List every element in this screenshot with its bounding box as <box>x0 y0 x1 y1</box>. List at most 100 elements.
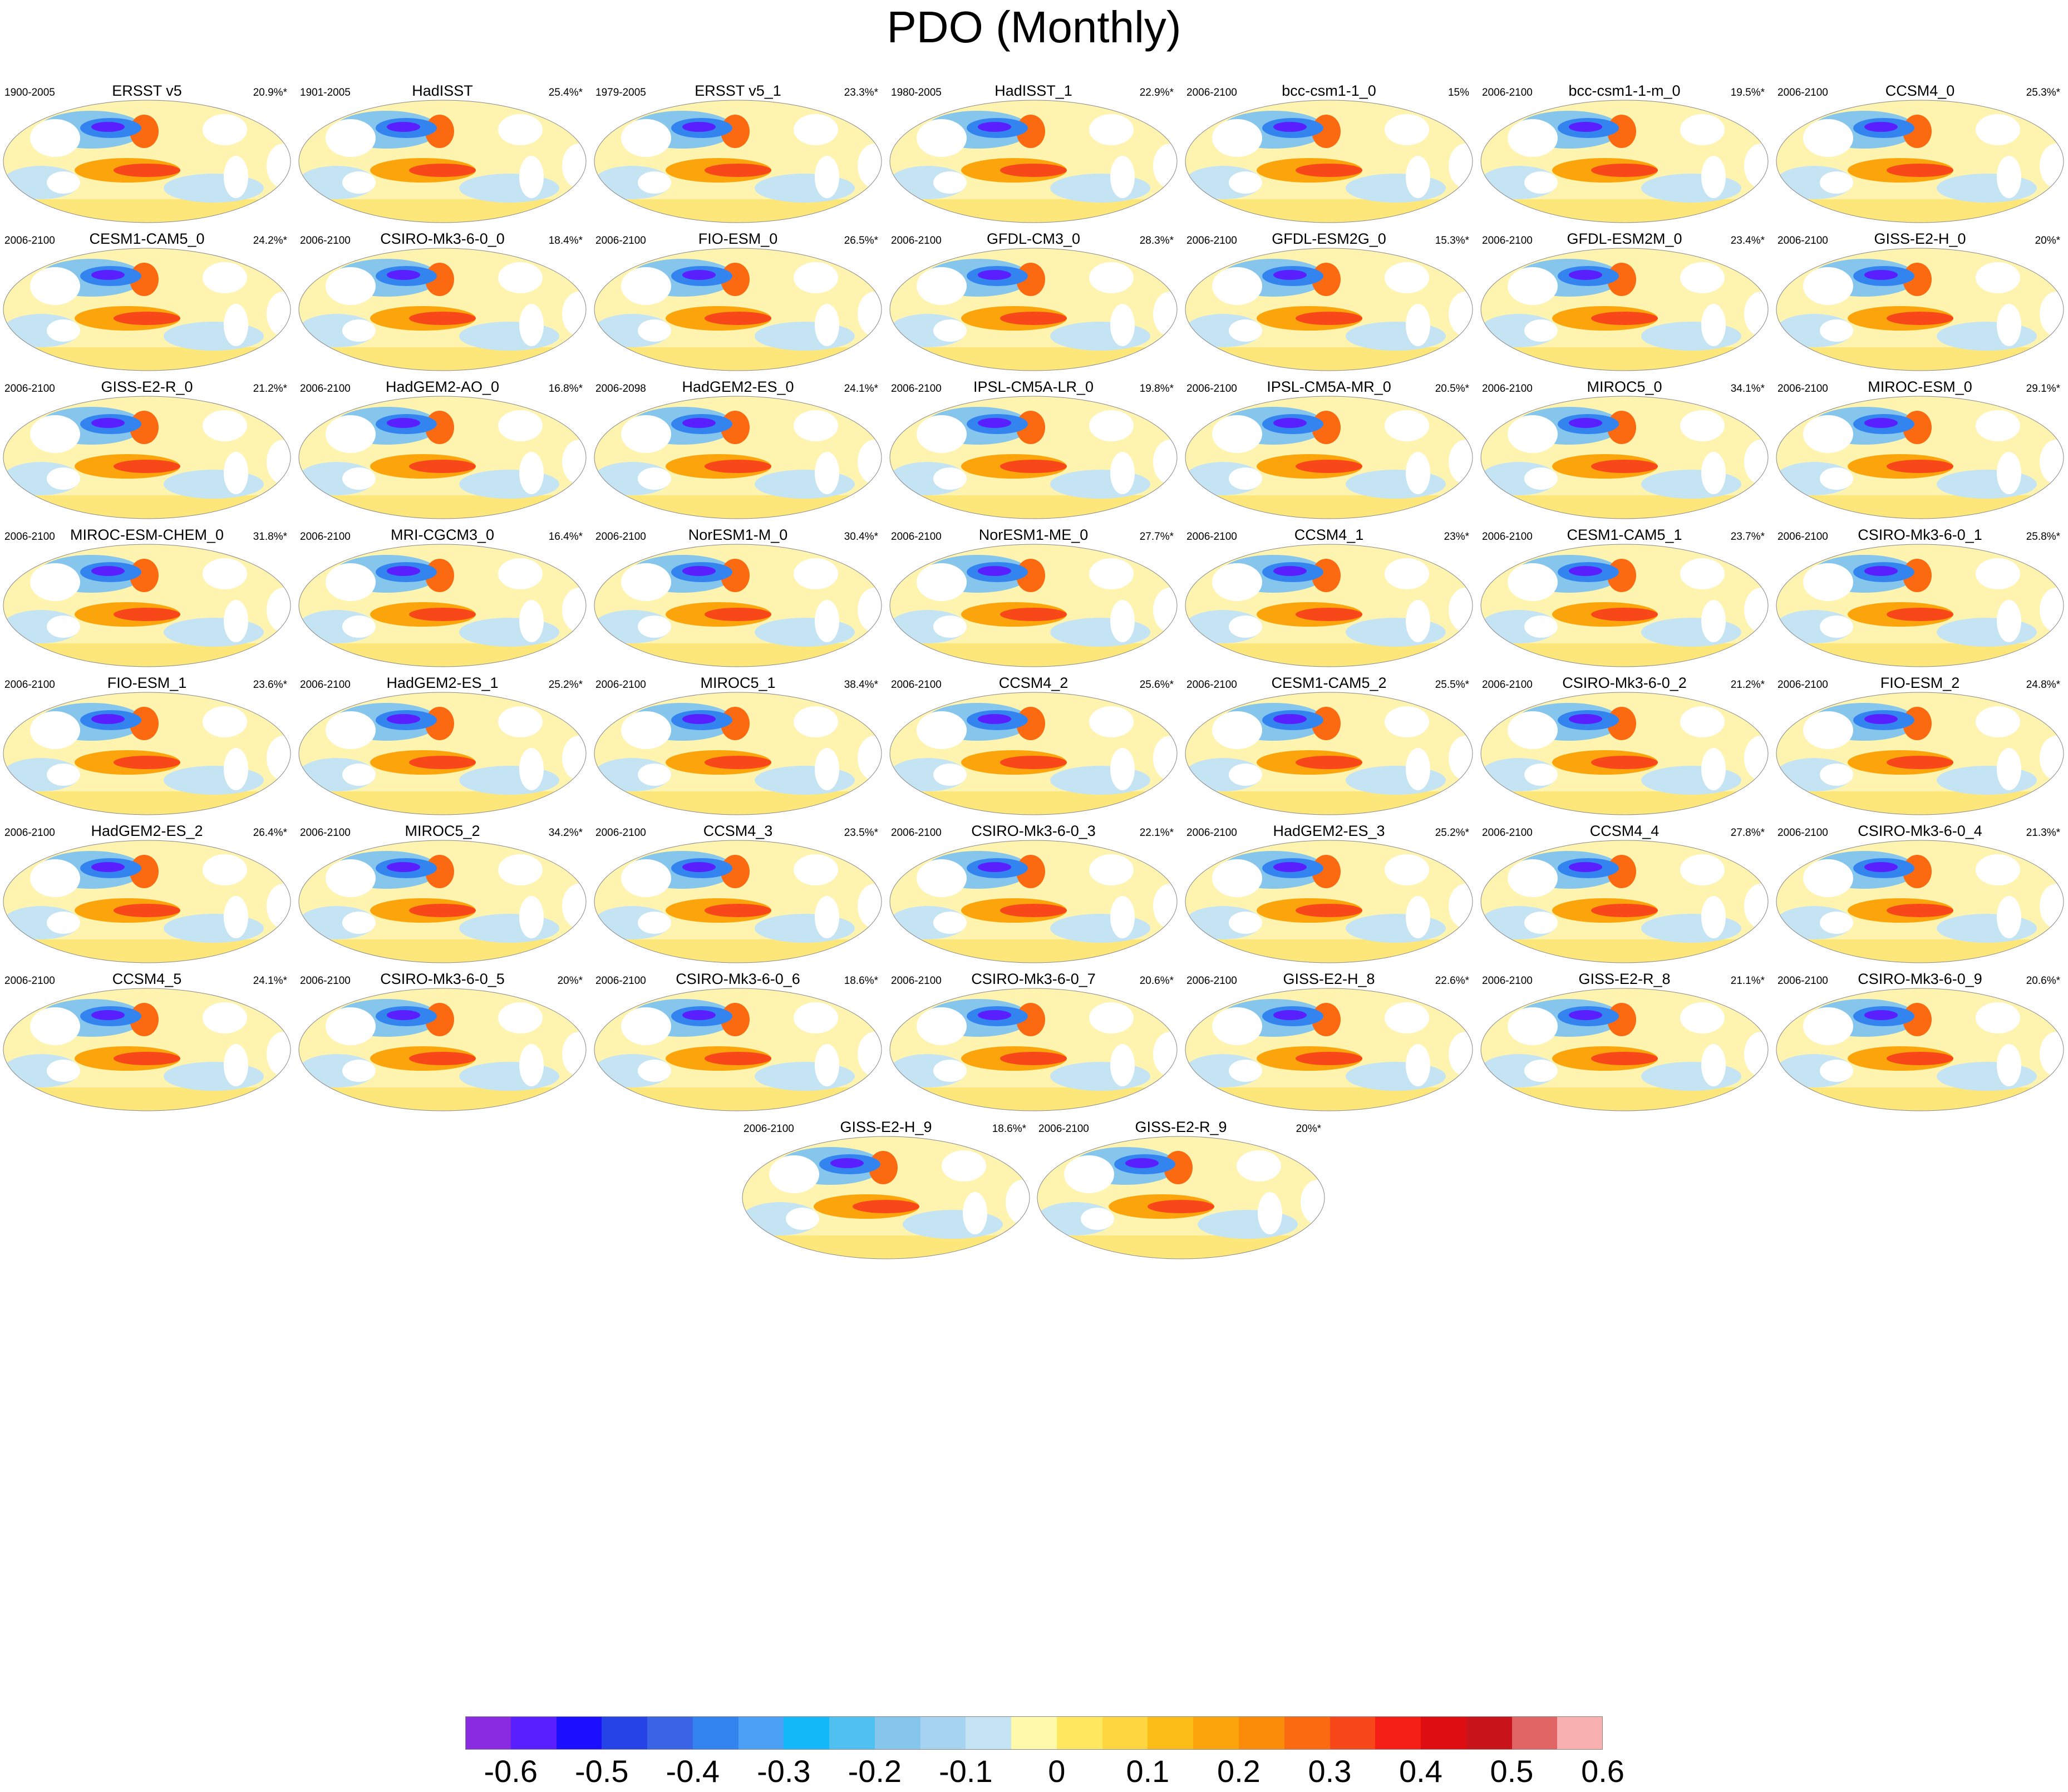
colorbar <box>465 1716 1603 1750</box>
pdo-pattern-map <box>298 396 587 519</box>
colorbar-swatch <box>1466 1716 1512 1750</box>
panel-title: IPSL-CM5A-MR_0 <box>1267 378 1391 395</box>
panel-period: 1900-2005 <box>4 87 55 99</box>
panel-title: CESM1-CAM5_2 <box>1271 675 1387 691</box>
panel-variance-percent: 21.1%* <box>1730 975 1765 987</box>
panel-variance-percent: 23%* <box>1444 531 1469 543</box>
map-panel: GFDL-ESM2G_0 2006-2100 15.3%* <box>1184 230 1474 372</box>
panel-variance-percent: 18.4%* <box>548 235 583 247</box>
panel-variance-percent: 24.1%* <box>844 383 878 395</box>
pdo-pattern-map <box>1037 1136 1325 1259</box>
panel-title: MIROC5_2 <box>405 823 480 839</box>
map-panel: CSIRO-Mk3-6-0_3 2006-2100 22.1%* <box>889 823 1178 964</box>
panel-variance-percent: 28.3%* <box>1139 235 1174 247</box>
panel-variance-percent: 26.5%* <box>844 235 878 247</box>
pdo-pattern-map <box>298 100 587 223</box>
panel-period: 2006-2100 <box>595 531 646 543</box>
panel-period: 2006-2100 <box>300 531 351 543</box>
pdo-pattern-map <box>3 100 291 223</box>
panel-variance-percent: 22.1%* <box>1139 827 1174 839</box>
panel-title: GFDL-ESM2G_0 <box>1272 230 1386 247</box>
map-panel: GFDL-ESM2M_0 2006-2100 23.4%* <box>1480 230 1769 372</box>
pdo-pattern-map <box>1480 248 1769 371</box>
colorbar-swatch <box>1284 1716 1330 1750</box>
map-panel: FIO-ESM_1 2006-2100 23.6%* <box>2 675 292 816</box>
panel-title: MIROC5_1 <box>700 675 776 691</box>
panel-variance-percent: 15% <box>1447 87 1469 99</box>
map-panel: GISS-E2-H_0 2006-2100 20%* <box>1775 230 2065 372</box>
panel-variance-percent: 34.1%* <box>1730 383 1765 395</box>
panel-title: CCSM4_5 <box>112 971 182 987</box>
pdo-pattern-map <box>3 396 291 519</box>
colorbar-tick-label: 0.6 <box>1581 1754 1624 1789</box>
panel-period: 2006-2100 <box>1778 383 1828 395</box>
panel-variance-percent: 16.4%* <box>548 531 583 543</box>
map-panel: CCSM4_3 2006-2100 23.5%* <box>593 823 883 964</box>
panel-period: 2006-2100 <box>891 531 942 543</box>
colorbar-swatch <box>1011 1716 1057 1750</box>
pdo-pattern-map <box>1185 692 1473 815</box>
map-panel: HadISST 1901-2005 25.4%* <box>298 82 587 224</box>
map-panel: GISS-E2-R_8 2006-2100 21.1%* <box>1480 971 1769 1112</box>
panel-period: 2006-2100 <box>1778 235 1828 247</box>
map-panel: CCSM4_5 2006-2100 24.1%* <box>2 971 292 1112</box>
colorbar-swatch <box>1330 1716 1376 1750</box>
map-panel: CCSM4_2 2006-2100 25.6%* <box>889 675 1178 816</box>
map-panel: CCSM4_4 2006-2100 27.8%* <box>1480 823 1769 964</box>
pdo-pattern-map <box>594 100 882 223</box>
colorbar-swatch <box>1056 1716 1102 1750</box>
panel-title: MIROC5_0 <box>1587 378 1662 395</box>
pdo-pattern-map <box>889 396 1178 519</box>
pdo-pattern-map <box>3 544 291 667</box>
pdo-pattern-map <box>1185 840 1473 963</box>
panel-variance-percent: 34.2%* <box>548 827 583 839</box>
pdo-pattern-map <box>594 396 882 519</box>
colorbar-swatch <box>1375 1716 1421 1750</box>
panel-variance-percent: 25.2%* <box>1435 827 1469 839</box>
colorbar-swatch <box>465 1716 511 1750</box>
map-panel: IPSL-CM5A-LR_0 2006-2100 19.8%* <box>889 378 1178 520</box>
panel-period: 2006-2100 <box>1482 235 1533 247</box>
map-panel: CCSM4_1 2006-2100 23%* <box>1184 526 1474 668</box>
panel-title: CSIRO-Mk3-6-0_0 <box>380 230 505 247</box>
panel-variance-percent: 24.1%* <box>253 975 287 987</box>
panel-title: ERSST v5_1 <box>695 82 781 99</box>
panel-period: 2006-2098 <box>595 383 646 395</box>
panel-variance-percent: 26.4%* <box>253 827 287 839</box>
panel-period: 2006-2100 <box>1778 827 1828 839</box>
colorbar-swatch <box>1421 1716 1466 1750</box>
panel-title: GISS-E2-R_0 <box>101 378 193 395</box>
map-panel: IPSL-CM5A-MR_0 2006-2100 20.5%* <box>1184 378 1474 520</box>
pdo-pattern-map <box>742 1136 1030 1259</box>
panel-variance-percent: 30.4%* <box>844 531 878 543</box>
panel-variance-percent: 20%* <box>1296 1123 1321 1135</box>
panel-title: GFDL-CM3_0 <box>986 230 1081 247</box>
panel-period: 2006-2100 <box>1186 235 1237 247</box>
panel-period: 2006-2100 <box>891 235 942 247</box>
panel-period: 2006-2100 <box>4 383 55 395</box>
pdo-pattern-map <box>594 544 882 667</box>
panel-period: 2006-2100 <box>595 679 646 691</box>
panel-title: GISS-E2-H_0 <box>1874 230 1966 247</box>
panel-period: 2006-2100 <box>300 975 351 987</box>
map-panel: HadGEM2-AO_0 2006-2100 16.8%* <box>298 378 587 520</box>
pdo-pattern-map <box>594 692 882 815</box>
panel-title: FIO-ESM_0 <box>698 230 778 247</box>
map-panel: bcc-csm1-1-m_0 2006-2100 19.5%* <box>1480 82 1769 224</box>
panel-variance-percent: 23.7%* <box>1730 531 1765 543</box>
panel-variance-percent: 20.5%* <box>1435 383 1469 395</box>
panel-period: 2006-2100 <box>4 975 55 987</box>
panel-variance-percent: 27.8%* <box>1730 827 1765 839</box>
colorbar-swatch <box>738 1716 784 1750</box>
panel-title: CCSM4_0 <box>1885 82 1955 99</box>
panel-variance-percent: 20%* <box>557 975 583 987</box>
map-panel: CSIRO-Mk3-6-0_5 2006-2100 20%* <box>298 971 587 1112</box>
colorbar-swatch <box>1193 1716 1239 1750</box>
panel-period: 2006-2100 <box>1186 87 1237 99</box>
colorbar-labels: -0.6 -0.5 -0.4 -0.3 -0.2 -0.1 0 0.1 0.2 0.3 0.4 0.5… <box>0 1753 2068 1792</box>
panel-variance-percent: 31.8%* <box>253 531 287 543</box>
panel-period: 2006-2100 <box>1778 87 1828 99</box>
panel-period: 2006-2100 <box>4 235 55 247</box>
panel-variance-percent: 23.4%* <box>1730 235 1765 247</box>
pdo-pattern-map <box>889 248 1178 371</box>
